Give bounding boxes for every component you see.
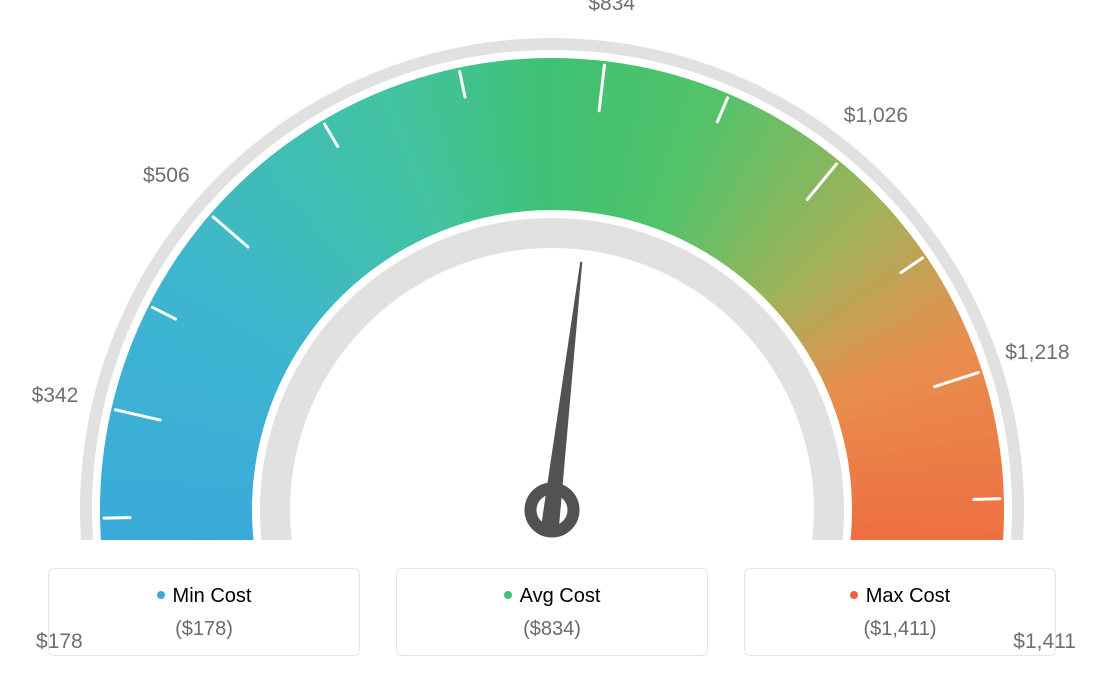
legend-card-min: Min Cost ($178): [48, 568, 360, 656]
tick-label: $1,411: [1013, 630, 1076, 654]
tick-label: $1,218: [1005, 341, 1069, 365]
tick-label: $342: [32, 384, 79, 408]
legend-title-max: Max Cost: [745, 585, 1055, 608]
legend-title-min: Min Cost: [49, 585, 359, 608]
tick-label: $178: [36, 630, 83, 654]
legend-title-avg: Avg Cost: [397, 585, 707, 608]
dot-icon: [157, 591, 165, 599]
tick-label: $506: [143, 164, 190, 188]
dot-icon: [850, 591, 858, 599]
legend-value-min: ($178): [49, 618, 359, 641]
tick-label: $834: [588, 0, 635, 16]
legend-label: Max Cost: [866, 585, 950, 607]
dot-icon: [504, 591, 512, 599]
cost-gauge: $178$342$506$834$1,026$1,218$1,411: [20, 20, 1084, 540]
gauge-svg: [20, 20, 1084, 540]
legend-label: Avg Cost: [520, 585, 601, 607]
legend-row: Min Cost ($178) Avg Cost ($834) Max Cost…: [20, 568, 1084, 656]
legend-value-avg: ($834): [397, 618, 707, 641]
tick-label: $1,026: [844, 104, 908, 128]
legend-value-max: ($1,411): [745, 618, 1055, 641]
legend-label: Min Cost: [173, 585, 252, 607]
legend-card-max: Max Cost ($1,411): [744, 568, 1056, 656]
legend-card-avg: Avg Cost ($834): [396, 568, 708, 656]
